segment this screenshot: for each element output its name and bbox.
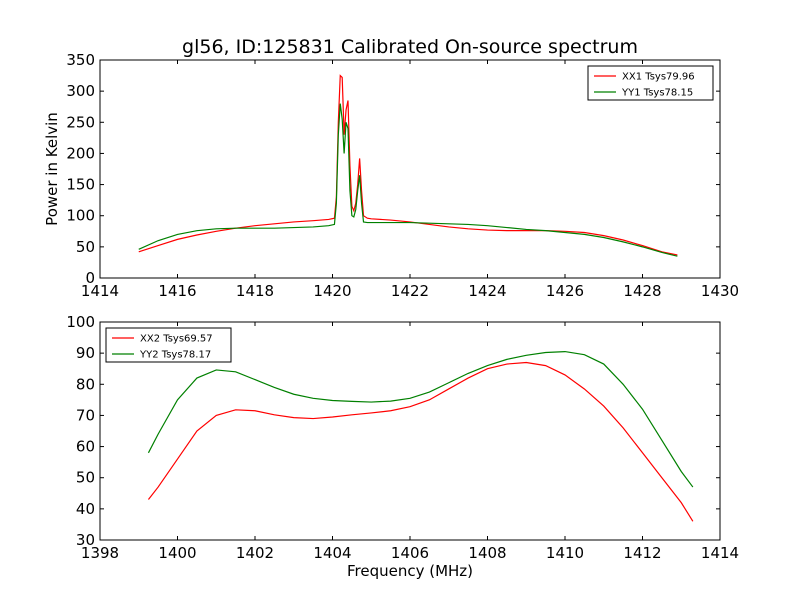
- series-line-2: [138, 103, 678, 257]
- y-tick-label: 80: [76, 375, 95, 393]
- x-tick-label: 1400: [158, 544, 196, 562]
- x-tick-label: 1402: [236, 544, 274, 562]
- y-tick-label: 70: [76, 406, 95, 424]
- top-panel: 1414 1416 1418 1420 1422 1424 1426 1428 1430 0 50 1…: [43, 51, 739, 300]
- legend-label-1: XX1 Tsys79.96: [622, 72, 695, 83]
- y-tick-label: 350: [66, 51, 95, 69]
- x-tick-label: 1426: [546, 282, 584, 300]
- y-tick-label: 100: [66, 207, 95, 225]
- y-tick-label: 60: [76, 438, 95, 456]
- y-tick-label: 50: [76, 469, 95, 487]
- series-line-1: [147, 361, 694, 522]
- legend-box: [105, 327, 232, 363]
- x-tick-label: 1414: [701, 544, 739, 562]
- y-tick-label: 30: [76, 531, 95, 549]
- x-tick-label: 1406: [391, 544, 429, 562]
- legend-label-1: XX2 Tsys69.57: [140, 334, 213, 345]
- x-tick-label: 1408: [468, 544, 506, 562]
- x-tick-label: 1424: [468, 282, 506, 300]
- y-tick-label: 250: [66, 113, 95, 131]
- y-axis-title: Power in Kelvin: [43, 112, 61, 226]
- y-tick-label: 40: [76, 500, 95, 518]
- y-tick-label: 200: [66, 144, 95, 162]
- x-tick-label: 1430: [701, 282, 739, 300]
- legend-box: [587, 65, 714, 101]
- legend-label-2: YY2 Tsys78.17: [139, 350, 211, 361]
- y-tick-label: 0: [85, 269, 95, 287]
- x-tick-label: 1418: [236, 282, 274, 300]
- x-tick-label: 1422: [391, 282, 429, 300]
- y-tick-label: 300: [66, 82, 95, 100]
- chart-title: gl56, ID:125831 Calibrated On-source spe…: [182, 36, 638, 58]
- y-tick-label: 150: [66, 176, 95, 194]
- x-tick-label: 1420: [313, 282, 351, 300]
- x-tick-label: 1412: [623, 544, 661, 562]
- y-tick-label: 90: [76, 344, 95, 362]
- bottom-panel: 1398 1400 1402 1404 1406 1408 1410 1412 1414 30 40…: [66, 313, 739, 580]
- series-line-2: [147, 350, 694, 488]
- x-tick-label: 1398: [81, 544, 119, 562]
- y-tick-label: 50: [76, 238, 95, 256]
- x-tick-label: 1404: [313, 544, 351, 562]
- legend-label-2: YY1 Tsys78.15: [621, 88, 693, 99]
- x-tick-label: 1428: [623, 282, 661, 300]
- x-tick-label: 1410: [546, 544, 584, 562]
- x-tick-label: 1414: [81, 282, 119, 300]
- x-axis-title: Frequency (MHz): [347, 562, 473, 580]
- x-tick-label: 1416: [158, 282, 196, 300]
- y-tick-label: 100: [66, 313, 95, 331]
